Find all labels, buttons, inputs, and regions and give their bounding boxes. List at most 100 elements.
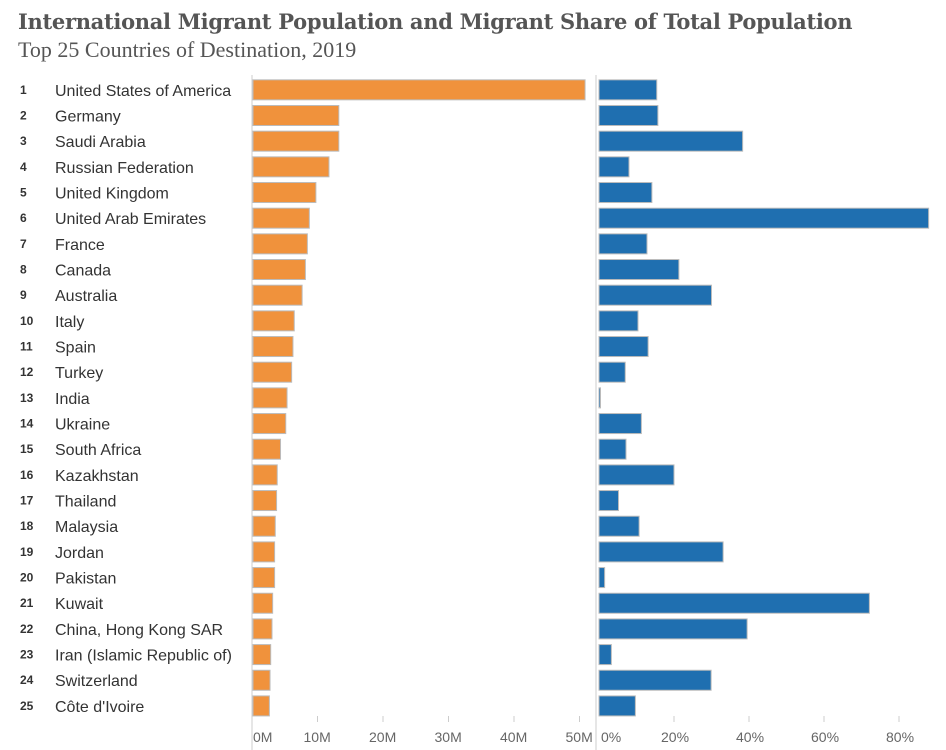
population-axis-tick: 40M: [500, 729, 527, 745]
rank-label: 8: [20, 263, 27, 277]
rank-label: 14: [20, 417, 34, 431]
population-bar: [252, 207, 310, 229]
population-bar: [252, 284, 303, 306]
share-axis-tick: 80%: [886, 729, 914, 745]
population-bar: [252, 79, 586, 101]
share-bar: [598, 438, 627, 460]
rank-label: 3: [20, 134, 27, 148]
share-bar: [598, 669, 712, 691]
share-bar: [598, 233, 648, 255]
country-label: Saudi Arabia: [55, 134, 146, 151]
country-label: Turkey: [55, 365, 103, 382]
share-bar: [598, 387, 601, 409]
share-bar: [598, 259, 680, 281]
rank-label: 25: [20, 699, 34, 713]
share-bar: [598, 695, 636, 717]
country-label: India: [55, 391, 90, 408]
share-axis-tick: 60%: [811, 729, 839, 745]
population-axis-tick: 0M: [253, 729, 272, 745]
country-label: France: [55, 237, 105, 254]
population-bar: [252, 182, 317, 204]
share-bar: [598, 336, 649, 358]
population-bar: [252, 567, 276, 589]
rank-label: 4: [20, 160, 27, 174]
country-label: United Arab Emirates: [55, 211, 206, 228]
country-label: South Africa: [55, 442, 141, 459]
population-bar: [252, 515, 276, 537]
country-label: Australia: [55, 288, 117, 305]
share-bar: [598, 105, 659, 127]
rank-label: 10: [20, 314, 34, 328]
share-bar: [598, 182, 653, 204]
country-label: Canada: [55, 263, 111, 280]
rank-label: 6: [20, 211, 27, 225]
population-bar: [252, 336, 294, 358]
rank-label: 2: [20, 109, 27, 123]
population-bar: [252, 464, 278, 486]
share-bar: [598, 592, 870, 614]
population-bar: [252, 695, 270, 717]
share-bar: [598, 207, 930, 229]
share-bar: [598, 130, 744, 152]
country-label: China, Hong Kong SAR: [55, 622, 223, 639]
rank-label: 22: [20, 622, 34, 636]
share-bar: [598, 515, 640, 537]
country-label: Jordan: [55, 545, 104, 562]
rank-label: 5: [20, 186, 27, 200]
rank-label: 19: [20, 545, 34, 559]
population-bar: [252, 156, 330, 178]
rank-label: 21: [20, 596, 34, 610]
population-bar: [252, 490, 278, 512]
chart-subtitle: Top 25 Countries of Destination, 2019: [18, 37, 357, 62]
share-bar: [598, 79, 658, 101]
share-bar: [598, 541, 724, 563]
rank-label: 16: [20, 468, 34, 482]
rank-label: 1: [20, 83, 27, 97]
population-bar: [252, 105, 340, 127]
country-label: Germany: [55, 109, 121, 126]
country-label: United States of America: [55, 83, 231, 100]
country-label: Spain: [55, 340, 96, 357]
share-bar: [598, 310, 639, 332]
population-bar: [252, 618, 273, 640]
population-bar: [252, 592, 274, 614]
share-bar: [598, 618, 748, 640]
population-bar: [252, 644, 272, 666]
population-axis-tick: 30M: [435, 729, 462, 745]
country-label: Iran (Islamic Republic of): [55, 648, 232, 665]
population-bar: [252, 669, 271, 691]
population-bar: [252, 541, 276, 563]
share-bar: [598, 413, 642, 435]
population-axis-tick: 50M: [566, 729, 593, 745]
population-axis-tick: 20M: [369, 729, 396, 745]
share-bar: [598, 464, 675, 486]
country-label: Russian Federation: [55, 160, 194, 177]
population-bar: [252, 361, 293, 383]
country-label: Côte d'Ivoire: [55, 699, 144, 716]
population-bar: [252, 387, 288, 409]
share-axis-tick: 20%: [661, 729, 689, 745]
rank-label: 15: [20, 442, 34, 456]
country-label: Switzerland: [55, 673, 138, 690]
population-axis-tick: 10M: [304, 729, 331, 745]
population-bar: [252, 259, 306, 281]
country-label: Italy: [55, 314, 84, 331]
rank-label: 9: [20, 288, 27, 302]
population-bar: [252, 130, 340, 152]
share-bar: [598, 490, 619, 512]
share-bar: [598, 644, 612, 666]
share-bar: [598, 361, 626, 383]
rank-label: 7: [20, 237, 27, 251]
rank-label: 23: [20, 648, 34, 662]
population-bar: [252, 310, 295, 332]
rank-label: 12: [20, 365, 34, 379]
rank-label: 24: [20, 673, 34, 687]
country-label: Ukraine: [55, 417, 110, 434]
share-bar: [598, 284, 712, 306]
rank-label: 13: [20, 391, 34, 405]
rank-label: 20: [20, 571, 34, 585]
share-axis-tick: 40%: [736, 729, 764, 745]
chart-title: International Migrant Population and Mig…: [18, 9, 853, 34]
country-label: United Kingdom: [55, 186, 169, 203]
